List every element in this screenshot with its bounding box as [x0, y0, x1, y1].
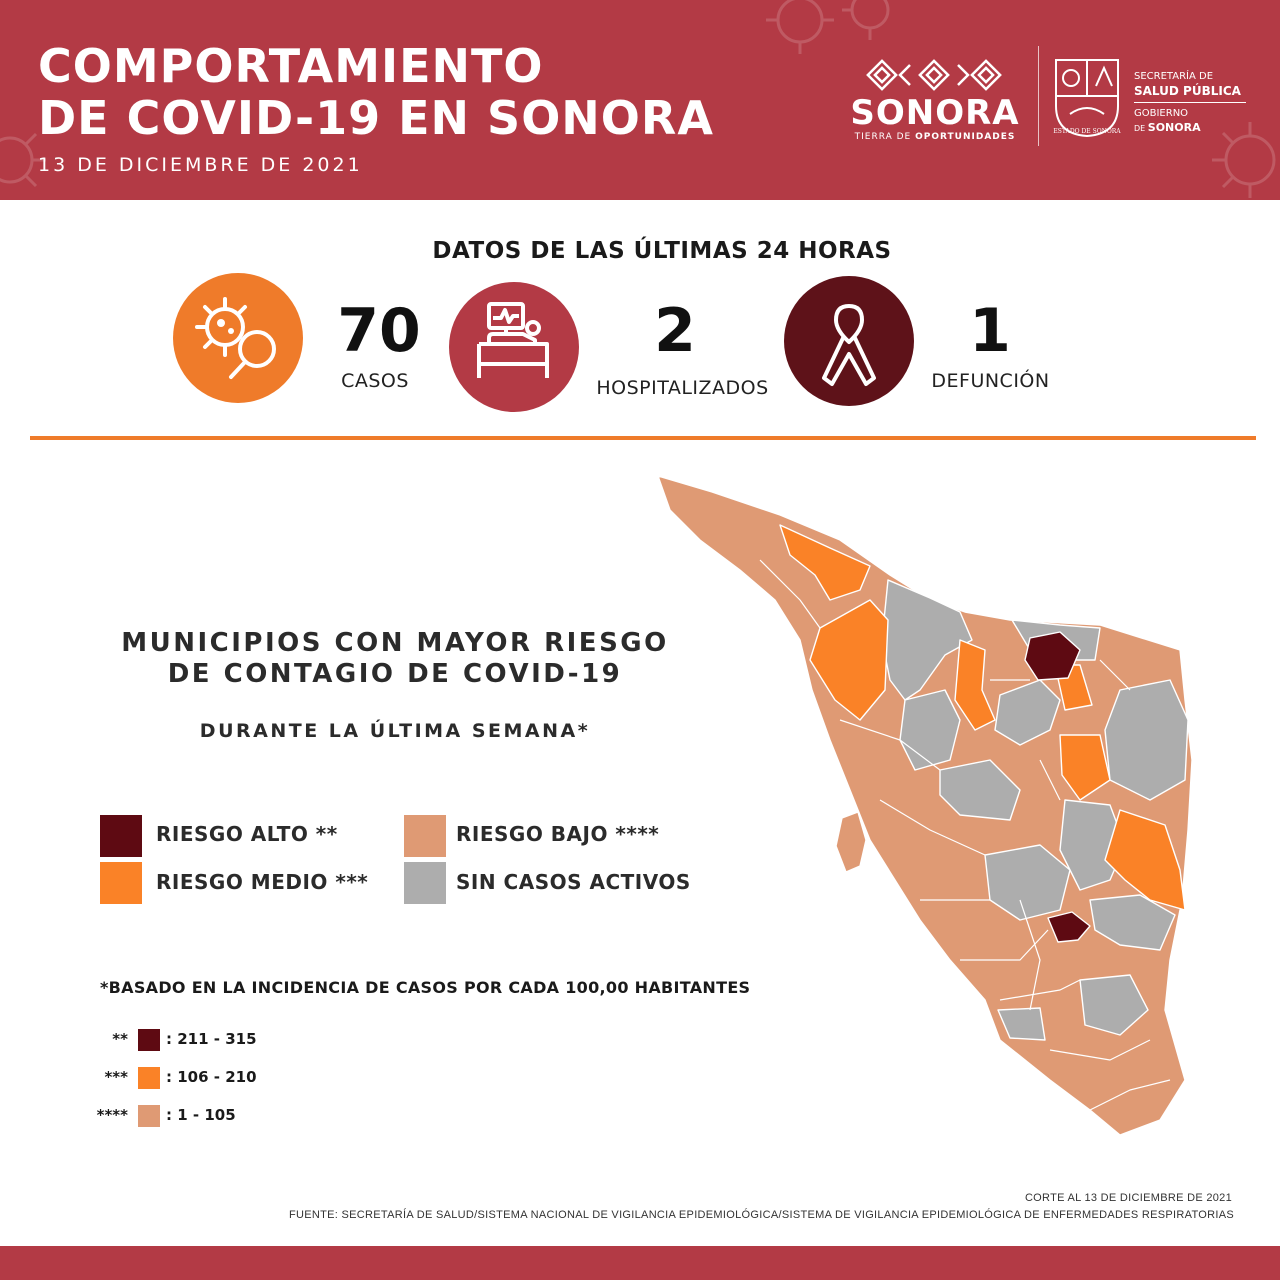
map-region-gray: [1079, 974, 1149, 1036]
section-divider: [30, 436, 1256, 440]
secretaria-line-2: SALUD PÚBLICA: [1134, 84, 1241, 98]
source-note: FUENTE: SECRETARÍA DE SALUD/SISTEMA NACI…: [288, 1209, 1234, 1221]
title-line-2: DE COVID-19 EN SONORA: [38, 91, 714, 145]
gobierno-line-1: GOBIERNO: [1134, 108, 1189, 119]
map-subtitle: DURANTE LA ÚLTIMA SEMANA*: [199, 720, 591, 742]
range-swatch-low: [138, 1105, 160, 1127]
report-date: 13 DE DICIEMBRE DE 2021: [38, 154, 363, 176]
range-text-high: : 211 - 315: [166, 1030, 257, 1048]
secretaria-logo: SECRETARÍA DE SALUD PÚBLICA GOBIERNO DE …: [1134, 70, 1246, 136]
map-region-medium: [809, 599, 889, 721]
map-region-island: [835, 811, 867, 873]
secretaria-line-1: SECRETARÍA DE: [1134, 71, 1214, 82]
deaths-value: 1: [969, 296, 1011, 366]
map-region-medium: [954, 639, 996, 731]
map-region-gray: [899, 689, 961, 771]
map-region-gray: [1089, 894, 1176, 951]
legend-swatch-low: [404, 815, 446, 857]
range-stars-high: **: [112, 1030, 128, 1048]
map-region-high: [1047, 911, 1091, 943]
map-region-medium: [1104, 809, 1186, 911]
municipal-boundaries: [759, 559, 1171, 1111]
virus-search-icon: [195, 297, 276, 379]
cases-value: 70: [337, 296, 421, 366]
virus-pattern-icon: [1212, 122, 1276, 198]
gobierno-name: SONORA: [1147, 121, 1201, 134]
sonora-tagline: TIERRA DE OPORTUNIDADES: [840, 132, 1030, 142]
range-text-low: : 1 - 105: [166, 1106, 236, 1124]
range-swatch-high: [138, 1029, 160, 1051]
tagline-part-2: OPORTUNIDADES: [915, 132, 1016, 142]
legend-label-high: RIESGO ALTO **: [156, 822, 338, 846]
map-region-gray: [939, 759, 1021, 821]
legend-label-medium: RIESGO MEDIO ***: [156, 870, 369, 894]
map-region-gray: [997, 1007, 1046, 1041]
sonora-logo: SONORA TIERRA DE OPORTUNIDADES: [840, 58, 1030, 142]
state-shield-icon: ESTADO DE SONORA: [1053, 59, 1121, 138]
legend-label-low: RIESGO BAJO ****: [456, 822, 660, 846]
logo-divider: [1038, 46, 1039, 146]
map-title-line-2: DE CONTAGIO DE COVID-19: [167, 659, 623, 689]
map-region-gray: [1059, 799, 1126, 891]
sonora-municipal-map: [657, 475, 1193, 1136]
gobierno-prefix: DE: [1134, 124, 1148, 133]
header-banner: COMPORTAMIENTO DE COVID-19 EN SONORA 13 …: [0, 0, 1280, 200]
stats-title: DATOS DE LAS ÚLTIMAS 24 HORAS: [432, 238, 892, 264]
map-region-medium: [779, 524, 871, 601]
map-title: MUNICIPIOS CON MAYOR RIESGO DE CONTAGIO …: [60, 628, 730, 690]
legend-swatch-medium: [100, 862, 142, 904]
death-badge: [784, 276, 914, 406]
hospital-badge: [449, 282, 579, 412]
gobierno-line-2: DE SONORA: [1134, 121, 1246, 136]
hospitalized-value: 2: [654, 296, 696, 366]
range-swatch-medium: [138, 1067, 160, 1089]
legend-label-none: SIN CASOS ACTIVOS: [456, 870, 691, 894]
map-title-line-1: MUNICIPIOS CON MAYOR RIESGO: [121, 628, 669, 658]
title-line-1: COMPORTAMIENTO: [38, 39, 544, 93]
sonora-pattern-icon: [866, 59, 1002, 91]
virus-pattern-icon: [0, 132, 46, 188]
footer-bar: [0, 1246, 1280, 1280]
legend-swatch-high: [100, 815, 142, 857]
cases-badge: [173, 273, 303, 403]
secretaria-rule: [1134, 102, 1246, 103]
virus-pattern-icon: [766, 0, 890, 54]
tagline-part-1: TIERRA DE: [854, 132, 916, 142]
map-region-gray: [1104, 679, 1189, 801]
map-region-high: [1024, 631, 1081, 681]
map-region-medium: [1059, 734, 1111, 801]
incidence-note: *BASADO EN LA INCIDENCIA DE CASOS POR CA…: [100, 978, 751, 997]
deaths-label: DEFUNCIÓN: [931, 370, 1050, 392]
shield-caption: ESTADO DE SONORA: [1053, 128, 1121, 135]
cutoff-note: CORTE AL 13 DE DICIEMBRE DE 2021: [1024, 1192, 1232, 1204]
page-title: COMPORTAMIENTO DE COVID-19 EN SONORA: [38, 40, 714, 144]
range-stars-medium: ***: [104, 1068, 128, 1086]
range-stars-low: ****: [96, 1106, 128, 1124]
hospital-bed-icon: [477, 302, 549, 378]
sonora-wordmark: SONORA: [850, 93, 1020, 133]
hospitalized-label: HOSPITALIZADOS: [596, 377, 769, 399]
map-region-state: [657, 475, 1193, 1136]
legend-swatch-none: [404, 862, 446, 904]
cases-label: CASOS: [341, 370, 409, 392]
range-text-medium: : 106 - 210: [166, 1068, 257, 1086]
ribbon-icon: [822, 304, 876, 386]
